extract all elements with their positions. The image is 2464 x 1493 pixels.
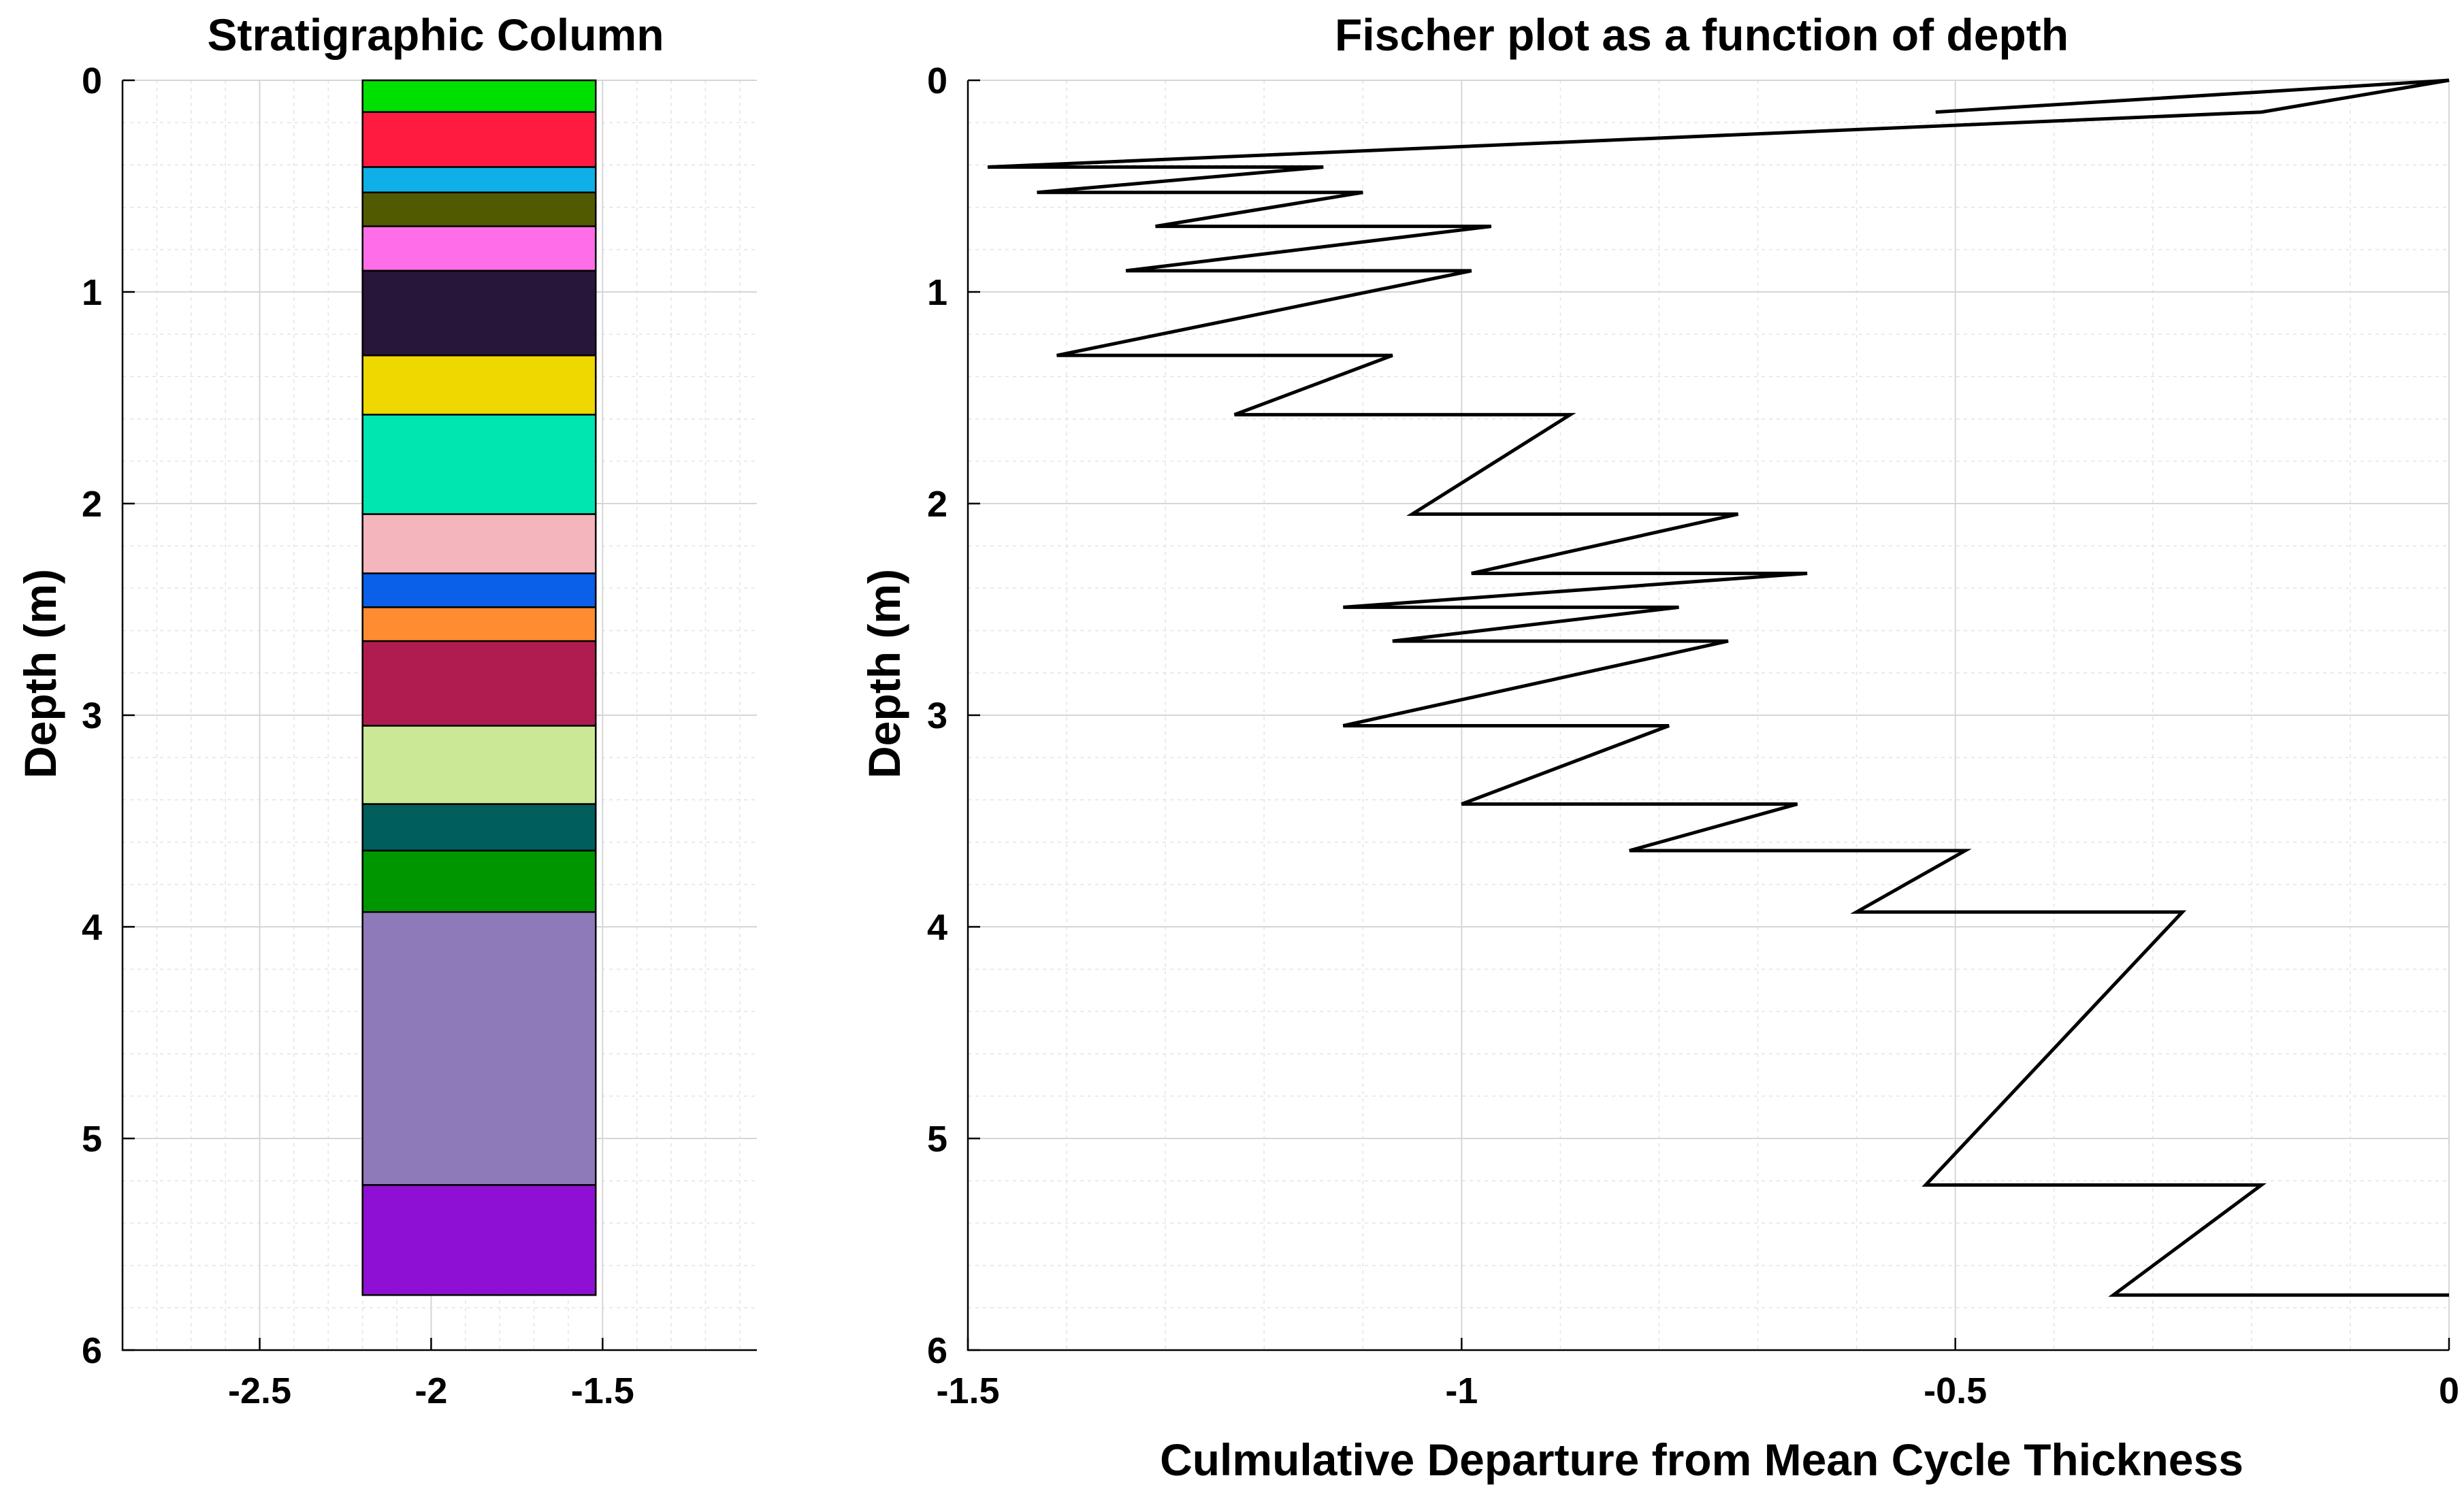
bed-13 [361, 725, 597, 805]
bed-14 [361, 803, 597, 852]
bed-11 [361, 606, 597, 642]
y-tick-label: 2 [82, 484, 102, 525]
bed-9 [361, 513, 597, 574]
column-x-ticks: -2.5 -2 -1.5 [228, 1338, 634, 1411]
y-tick-label: 2 [927, 484, 947, 525]
y-tick-label: 5 [82, 1119, 102, 1160]
y-tick-label: 1 [927, 272, 947, 313]
x-tick-label: -0.5 [1924, 1371, 1987, 1411]
fischer-series-line [987, 78, 2450, 1297]
y-tick-label: 4 [927, 907, 947, 948]
bed-3 [361, 166, 597, 194]
y-tick-label: 0 [82, 61, 102, 101]
bed-4 [361, 191, 597, 227]
bed-6 [361, 269, 597, 357]
y-tick-label: 6 [927, 1330, 947, 1371]
fischer-y-label: Depth (m) [859, 569, 909, 778]
y-tick-label: 3 [82, 695, 102, 736]
column-y-ticks: 0 1 2 3 4 5 6 [82, 61, 135, 1371]
column-title: Stratigraphic Column [207, 10, 664, 60]
fischer-series [987, 78, 2450, 1297]
bed-17 [361, 1184, 597, 1296]
fischer-title: Fischer plot as a function of depth [1335, 10, 2069, 60]
bed-2 [361, 111, 597, 168]
y-tick-label: 4 [82, 907, 102, 948]
fischer-x-ticks: -1.5 -1 -0.5 0 [936, 1338, 2459, 1411]
fischer-y-ticks: 0 1 2 3 4 5 6 [927, 61, 980, 1371]
bed-16 [361, 910, 597, 1186]
x-tick-label: 0 [2439, 1371, 2459, 1411]
y-tick-label: 1 [82, 272, 102, 313]
bed-1 [361, 79, 597, 113]
bed-10 [361, 572, 597, 608]
column-beds [361, 79, 597, 1296]
x-tick-label: -1.5 [936, 1371, 999, 1411]
fischer-plot-axes: -1.5 -1 -0.5 0 0 1 2 3 4 5 6 Fischer plot as a fu… [859, 10, 2459, 1485]
x-tick-label: -1.5 [571, 1371, 634, 1411]
x-tick-label: -1 [1445, 1371, 1478, 1411]
column-y-label: Depth (m) [15, 569, 65, 778]
bed-8 [361, 414, 597, 515]
y-tick-label: 5 [927, 1119, 947, 1160]
y-tick-label: 6 [82, 1330, 102, 1371]
bed-12 [361, 640, 597, 727]
y-tick-label: 0 [927, 61, 947, 101]
bed-5 [361, 225, 597, 272]
bed-15 [361, 849, 597, 913]
x-tick-label: -2.5 [228, 1371, 291, 1411]
fischer-x-label: Culmulative Departure from Mean Cycle Th… [1160, 1434, 2243, 1485]
bed-7 [361, 355, 597, 416]
x-tick-label: -2 [415, 1371, 447, 1411]
y-tick-label: 3 [927, 695, 947, 736]
